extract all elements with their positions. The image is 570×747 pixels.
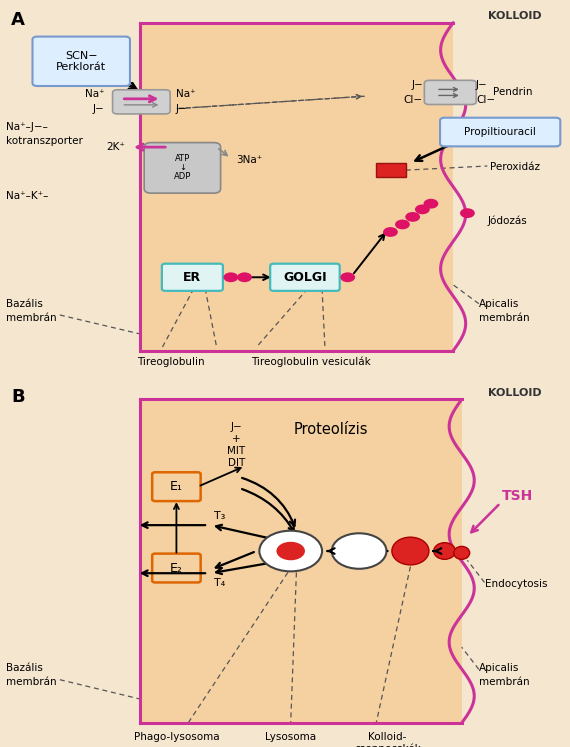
FancyBboxPatch shape: [152, 472, 201, 501]
Bar: [376, 163, 406, 177]
FancyBboxPatch shape: [424, 81, 477, 105]
Text: Cl−: Cl−: [476, 95, 495, 105]
FancyBboxPatch shape: [144, 143, 221, 193]
Circle shape: [223, 273, 238, 282]
FancyBboxPatch shape: [112, 90, 170, 114]
Text: Na⁺: Na⁺: [85, 90, 104, 99]
FancyBboxPatch shape: [32, 37, 130, 86]
Text: J−
+
MIT
DIT: J− + MIT DIT: [227, 421, 246, 468]
Text: B: B: [11, 388, 25, 406]
Text: KOLLOID: KOLLOID: [488, 11, 542, 22]
Text: A: A: [11, 11, 25, 29]
Text: TSH: TSH: [502, 489, 533, 503]
Text: T₃: T₃: [214, 511, 225, 521]
Text: T₄: T₄: [214, 577, 225, 588]
Text: J−: J−: [411, 80, 423, 90]
Text: ER: ER: [184, 270, 201, 284]
Text: 3Na⁺: 3Na⁺: [237, 155, 263, 165]
Text: Kolloid-
cseppecskék: Kolloid- cseppecskék: [354, 732, 421, 747]
Text: Endocytosis: Endocytosis: [484, 580, 547, 589]
Text: E₂: E₂: [170, 562, 183, 574]
Text: Tireoglobulin vesiculák: Tireoglobulin vesiculák: [251, 357, 370, 368]
Text: Phago-lysosoma: Phago-lysosoma: [134, 732, 219, 743]
Text: GOLGI: GOLGI: [283, 270, 327, 284]
Polygon shape: [140, 400, 462, 723]
Text: KOLLOID: KOLLOID: [488, 388, 542, 398]
Text: Apicalis
membrán: Apicalis membrán: [479, 300, 530, 323]
Text: Bazális
membrán: Bazális membrán: [6, 663, 56, 687]
Text: Na⁺–K⁺–: Na⁺–K⁺–: [6, 191, 48, 201]
Text: 2K⁺: 2K⁺: [107, 142, 125, 152]
Text: Na⁺: Na⁺: [176, 90, 195, 99]
Text: Jódozás: Jódozás: [487, 215, 527, 226]
Circle shape: [395, 220, 410, 229]
Text: Bazális
membrán: Bazális membrán: [6, 300, 56, 323]
Text: Propiltiouracil: Propiltiouracil: [464, 127, 536, 137]
Text: J−: J−: [476, 80, 488, 90]
FancyBboxPatch shape: [162, 264, 223, 291]
Circle shape: [332, 533, 386, 568]
Text: Na⁺–J−–
kotranszporter: Na⁺–J−– kotranszporter: [6, 122, 83, 146]
Text: Cl−: Cl−: [404, 95, 423, 105]
Text: Lysosoma: Lysosoma: [265, 732, 316, 743]
Circle shape: [276, 542, 305, 560]
Ellipse shape: [454, 546, 470, 560]
Circle shape: [460, 208, 475, 218]
Circle shape: [259, 530, 322, 571]
FancyBboxPatch shape: [270, 264, 340, 291]
Polygon shape: [140, 22, 453, 351]
FancyBboxPatch shape: [152, 554, 201, 583]
Text: ATP
↓
ADP: ATP ↓ ADP: [174, 155, 191, 182]
FancyBboxPatch shape: [440, 118, 560, 146]
Text: J−: J−: [92, 105, 104, 114]
Ellipse shape: [434, 543, 455, 560]
Text: Apicalis
membrán: Apicalis membrán: [479, 663, 530, 687]
Circle shape: [383, 227, 398, 237]
Circle shape: [237, 273, 252, 282]
Text: Proteolízis: Proteolízis: [294, 421, 368, 436]
Text: SCN−
Perklorát: SCN− Perklorát: [56, 51, 106, 72]
Ellipse shape: [392, 537, 429, 565]
Text: Peroxidáz: Peroxidáz: [490, 162, 540, 172]
Circle shape: [405, 212, 420, 222]
Circle shape: [424, 199, 438, 208]
Text: Pendrin: Pendrin: [493, 87, 532, 97]
Circle shape: [415, 205, 430, 214]
Text: Tireoglobulin: Tireoglobulin: [137, 357, 205, 367]
Text: E₁: E₁: [170, 480, 183, 493]
Circle shape: [340, 273, 355, 282]
Text: J−: J−: [176, 105, 188, 114]
